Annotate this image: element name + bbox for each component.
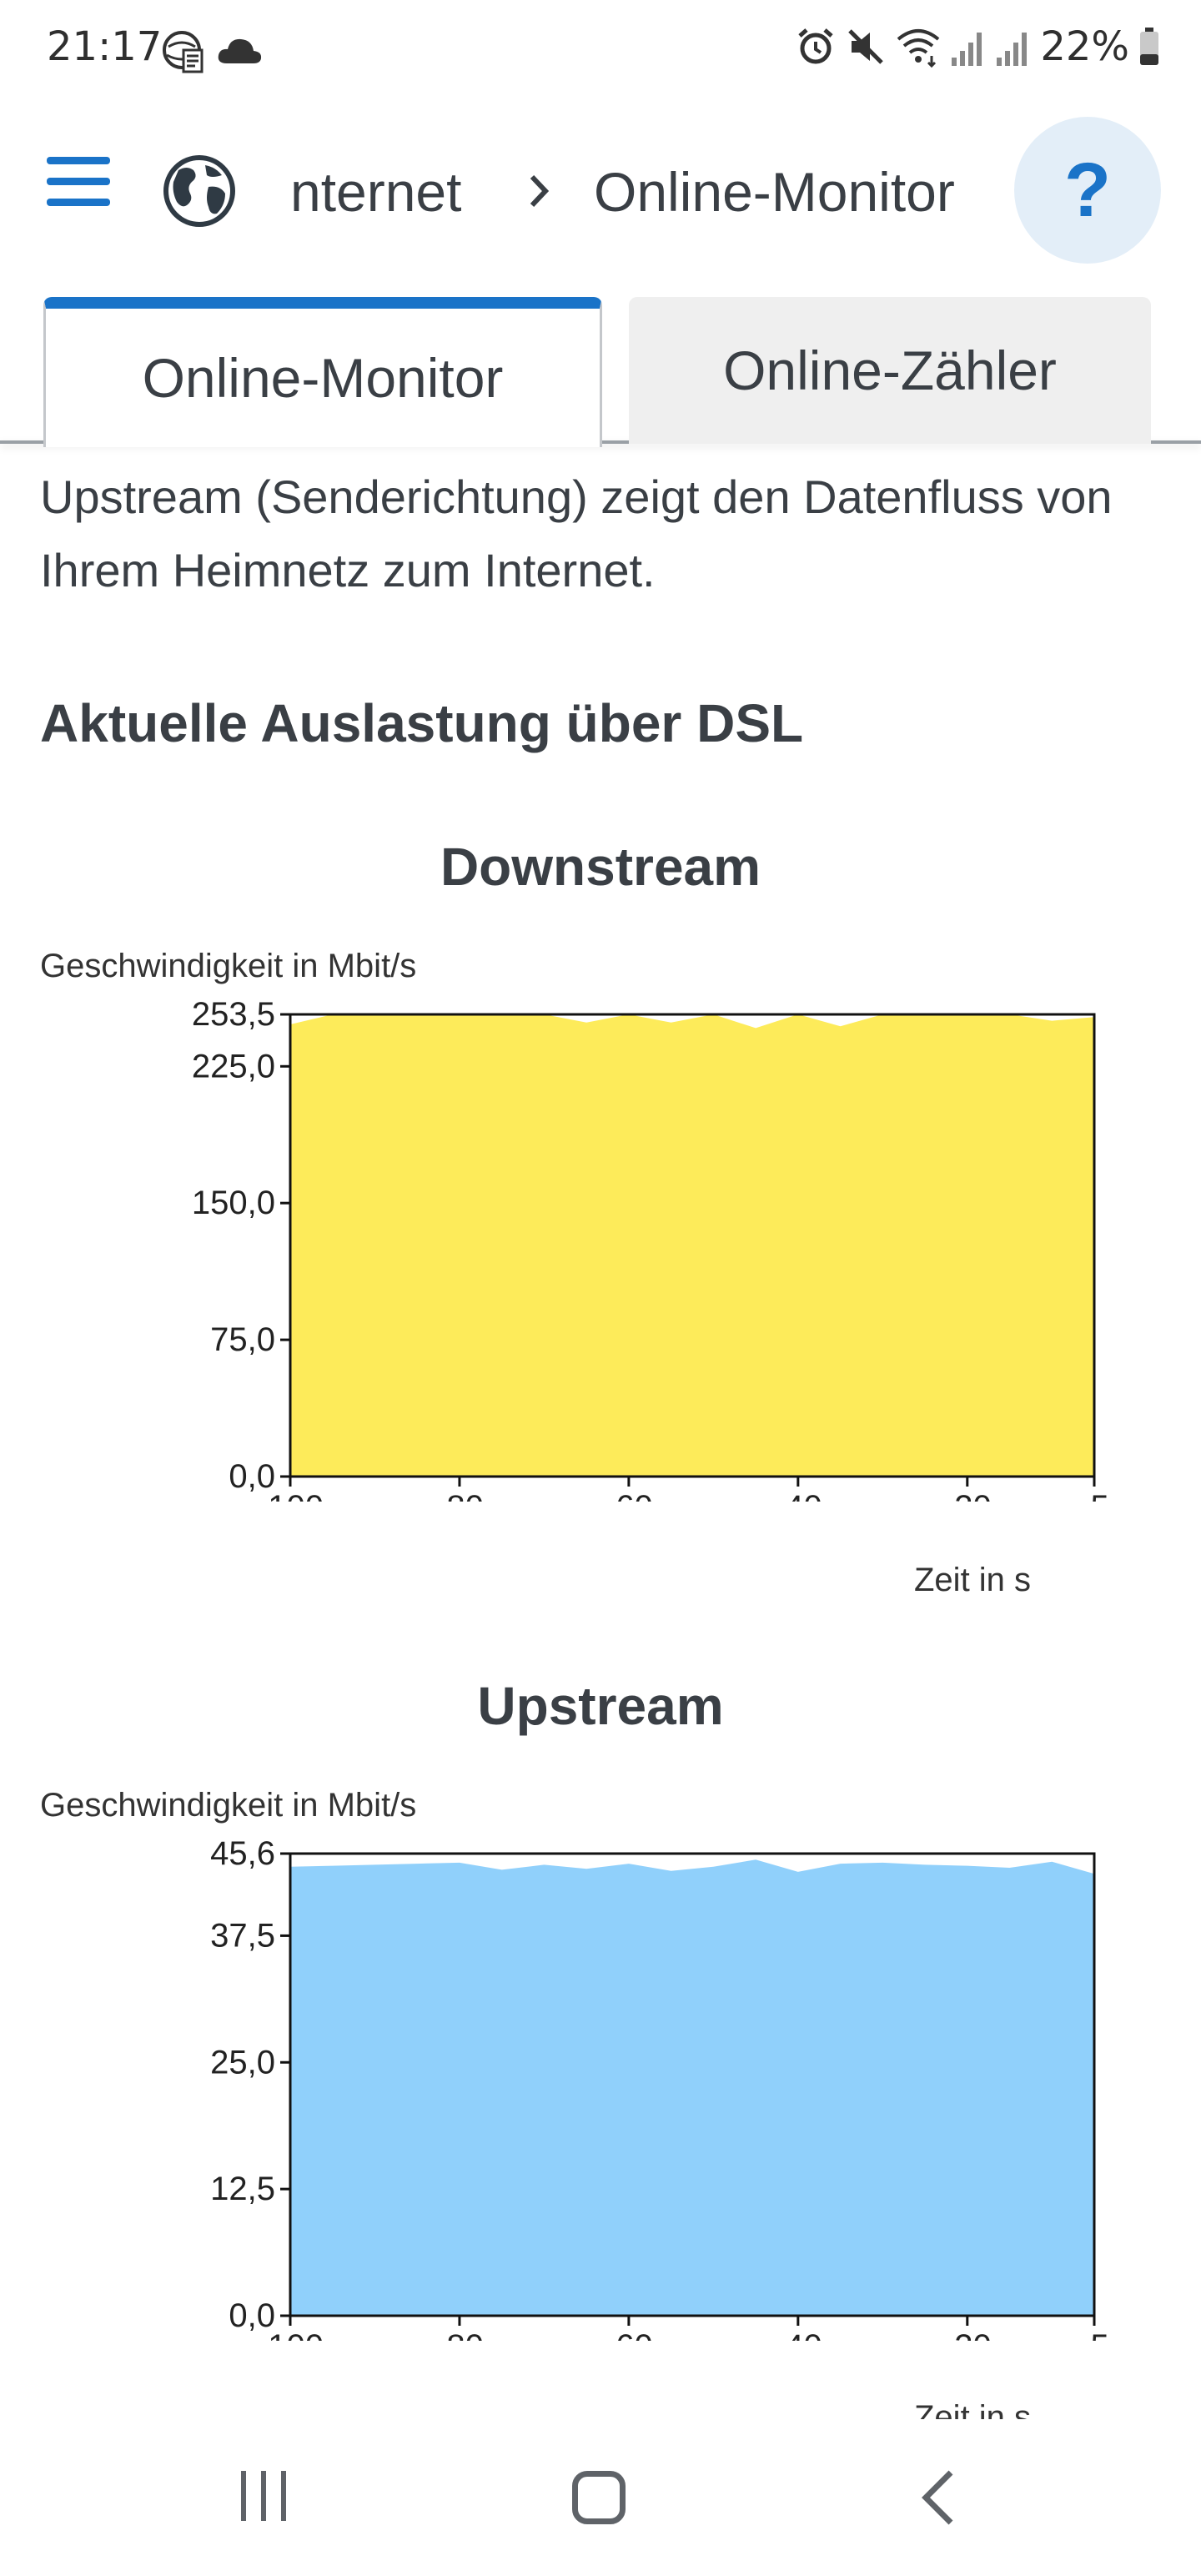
help-icon: ?: [1063, 147, 1112, 233]
chevron-right-icon: [530, 174, 550, 208]
app-header: nternet Online-Monitor ?: [0, 105, 1201, 280]
y-tick-label: 225,0: [192, 1048, 275, 1084]
section-title: Aktuelle Auslastung über DSL: [40, 693, 804, 753]
x-tick-label: -80: [435, 1489, 484, 1502]
x-tick-label: -5: [1079, 2328, 1109, 2341]
system-nav-bar: [0, 2419, 1201, 2576]
tab-online-monitor[interactable]: Online-Monitor: [43, 297, 602, 447]
x-tick-label: -40: [774, 2328, 822, 2341]
x-tick-label: -40: [774, 1489, 822, 1502]
y-tick-label: 0,0: [229, 1458, 275, 1495]
battery-icon: [1140, 28, 1158, 65]
status-left-icons: [162, 30, 264, 73]
chart-xlabel-downstream: Zeit in s: [914, 1562, 1032, 1598]
battery-percent: 22%: [1040, 23, 1129, 70]
breadcrumb-current: Online-Monitor: [594, 161, 955, 223]
chart-ylabel-upstream: Geschwindigkeit in Mbit/s: [40, 1787, 417, 1824]
x-tick-label: -80: [435, 2328, 484, 2341]
chart-upstream: 0,0 12,5 25,0 37,5 45,6 -100 -80 -60 -40 -20 -5: [210, 1835, 1109, 2341]
chart-ylabel-downstream: Geschwindigkeit in Mbit/s: [40, 948, 417, 984]
status-bar: 21:17: [0, 0, 1201, 105]
back-button[interactable]: [914, 2468, 964, 2528]
x-tick-label: -5: [1079, 1489, 1109, 1502]
chart-plot-frame: [289, 1852, 1096, 2317]
y-tick-label: 253,5: [192, 996, 275, 1033]
chart-area-series: [290, 1859, 1094, 2316]
signal-icon: [997, 33, 1028, 66]
tab-online-zaehler[interactable]: Online-Zähler: [629, 297, 1151, 444]
globe-icon: [163, 155, 235, 227]
chart-downstream: 0,0 75,0 150,0 225,0 253,5 -100 -80 -60 -40 -20 -5: [192, 996, 1109, 1502]
alarm-icon: [798, 28, 833, 64]
chart-area-series: [290, 1014, 1094, 1477]
home-button[interactable]: [572, 2471, 626, 2524]
breadcrumb-parent[interactable]: nternet: [290, 161, 462, 223]
x-tick-label: -20: [943, 2328, 992, 2341]
chart-title-downstream: Downstream: [440, 837, 761, 897]
intro-text: Upstream (Senderichtung) zeigt den Daten…: [40, 470, 1113, 596]
y-tick-label: 45,6: [210, 1835, 275, 1872]
y-tick-label: 25,0: [210, 2044, 275, 2080]
status-right: 22%: [795, 23, 1161, 70]
chart-plot-frame: [289, 1013, 1096, 1478]
y-tick-label: 12,5: [210, 2171, 275, 2207]
signal-icon: [952, 33, 982, 66]
chart-title-upstream: Upstream: [477, 1676, 724, 1736]
x-tick-label: -60: [605, 2328, 653, 2341]
y-tick-label: 37,5: [210, 1917, 275, 1954]
y-tick-label: 0,0: [229, 2297, 275, 2334]
x-tick-label: -100: [257, 2328, 324, 2341]
y-tick-label: 150,0: [192, 1185, 275, 1221]
x-tick-label: -100: [257, 1489, 324, 1502]
help-button[interactable]: ?: [1014, 117, 1161, 264]
recents-button[interactable]: [237, 2469, 290, 2523]
y-tick-label: 75,0: [210, 1321, 275, 1358]
hamburger-menu-icon[interactable]: [47, 157, 113, 215]
x-tick-label: -60: [605, 1489, 653, 1502]
status-time: 21:17: [47, 23, 163, 70]
tab-bar: Online-Monitor Online-Zähler: [0, 297, 1201, 447]
news-icon: [163, 31, 204, 73]
wifi-icon: [897, 29, 940, 68]
cloud-icon: [218, 38, 262, 63]
mute-icon: [848, 29, 884, 64]
x-tick-label: -20: [943, 1489, 992, 1502]
